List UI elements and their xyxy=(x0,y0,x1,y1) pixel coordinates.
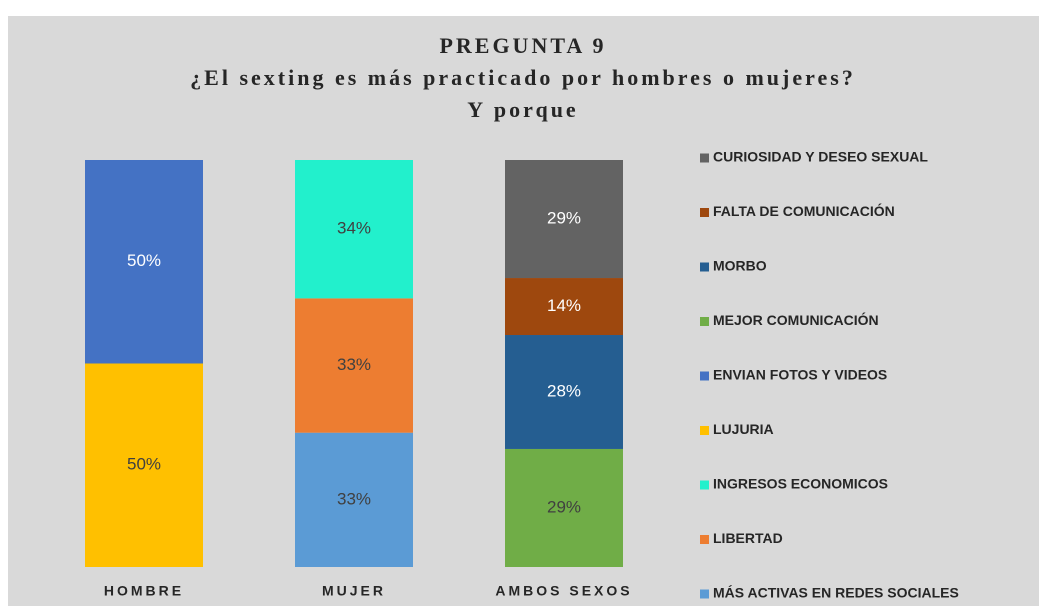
bar-segment xyxy=(505,448,623,567)
legend-swatch xyxy=(700,262,709,272)
bar-segment xyxy=(295,432,413,567)
legend-label: INGRESOS ECONOMICOS xyxy=(713,476,888,492)
x-tick-label: HOMBRE xyxy=(104,583,184,599)
data-label: 50% xyxy=(127,455,161,474)
bar-segment xyxy=(295,160,413,299)
legend-label: MÁS ACTIVAS EN REDES SOCIALES xyxy=(713,585,959,601)
legend-swatch xyxy=(700,317,709,326)
bar-segment xyxy=(85,160,203,364)
legend-swatch xyxy=(700,371,709,381)
legend-label: LIBERTAD xyxy=(713,530,783,546)
data-label: 50% xyxy=(127,251,161,270)
data-label: 29% xyxy=(547,208,581,227)
chart-title: PREGUNTA 9 xyxy=(439,33,606,58)
legend-label: ENVIAN FOTOS Y VIDEOS xyxy=(713,367,887,383)
bar-segment xyxy=(295,298,413,433)
data-label: 33% xyxy=(337,489,371,508)
legend-label: LUJURIA xyxy=(713,421,774,437)
data-label: 14% xyxy=(547,296,581,315)
legend-swatch xyxy=(700,208,709,217)
legend-swatch xyxy=(700,426,709,435)
data-label: 28% xyxy=(547,381,581,400)
data-label: 34% xyxy=(337,219,371,238)
bar-segment xyxy=(505,335,623,449)
legend-label: CURIOSIDAD Y DESEO SEXUAL xyxy=(713,149,928,165)
data-label: 29% xyxy=(547,497,581,516)
x-tick-label: AMBOS SEXOS xyxy=(495,583,632,599)
bar-segment xyxy=(505,278,623,336)
data-label: 33% xyxy=(337,355,371,374)
chart-title: Y porque xyxy=(467,97,578,122)
legend-swatch xyxy=(700,480,709,490)
legend-swatch xyxy=(700,153,709,163)
legend-label: MORBO xyxy=(713,258,767,274)
legend-swatch xyxy=(700,589,709,599)
bar-segment xyxy=(85,363,203,567)
x-tick-label: MUJER xyxy=(322,583,386,599)
chart-title: ¿El sexting es más practicado por hombre… xyxy=(190,65,856,90)
bar-segment xyxy=(505,160,623,279)
legend-swatch xyxy=(700,535,709,544)
legend-label: FALTA DE COMUNICACIÓN xyxy=(713,202,895,219)
legend-label: MEJOR COMUNICACIÓN xyxy=(713,311,879,328)
